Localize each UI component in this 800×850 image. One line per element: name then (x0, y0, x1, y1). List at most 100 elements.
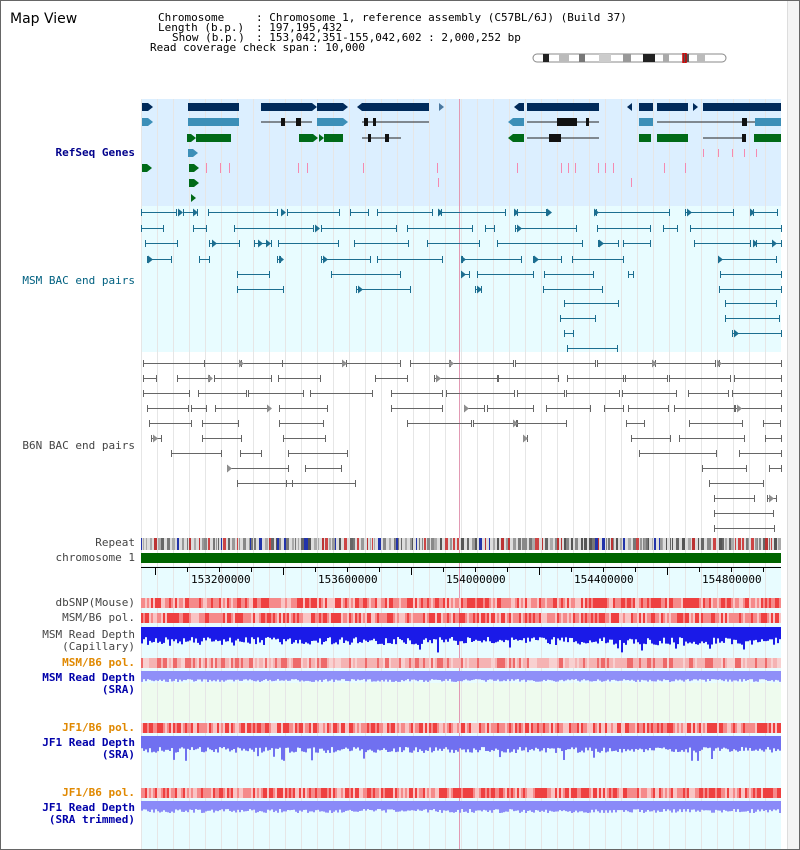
heat-cell (267, 658, 269, 668)
depth-bar (247, 736, 249, 752)
depth-bar (771, 736, 773, 753)
depth-bar (399, 627, 401, 640)
depth-bar (633, 671, 635, 681)
heat-cell (645, 658, 647, 668)
track-label-repeat[interactable]: Repeat (95, 536, 135, 549)
depth-bar (565, 671, 567, 681)
heat-cell (281, 723, 283, 733)
depth-bar (505, 671, 507, 682)
depth-bar (487, 801, 489, 813)
depth-bar (465, 671, 467, 680)
strand-arrow (717, 359, 722, 368)
depth-bar (245, 736, 247, 751)
depth-bar (735, 801, 737, 812)
depth-bar (507, 627, 509, 641)
track-label-jf1-b6-pol-1[interactable]: JF1/B6 pol. (62, 721, 135, 734)
heat-cell (309, 658, 311, 668)
heat-cell (565, 658, 567, 668)
depth-bar (583, 627, 585, 643)
heat-cell (399, 613, 401, 623)
track-label-jf1-depth-sra[interactable]: JF1 Read Depth (42, 736, 135, 749)
heat-cell (545, 598, 547, 608)
strand-arrow (227, 464, 232, 473)
depth-bar (603, 736, 605, 748)
track-label-msm-b6-pol-2[interactable]: MSM/B6 pol. (62, 656, 135, 669)
heat-cell (173, 598, 175, 608)
depth-bar (769, 671, 771, 681)
depth-bar (705, 736, 707, 748)
depth-bar (249, 627, 251, 644)
heat-cell (575, 658, 577, 668)
track-label-msm-bac[interactable]: MSM BAC end pairs (22, 274, 135, 287)
depth-bar (359, 671, 361, 681)
depth-bar (507, 736, 509, 749)
heat-cell (201, 598, 203, 608)
depth-bar (711, 736, 713, 760)
heat-cell (415, 658, 417, 668)
repeat-element (158, 538, 161, 550)
heat-cell (349, 598, 351, 608)
track-label-refseq[interactable]: RefSeq Genes (55, 146, 135, 159)
heat-cell (493, 723, 495, 733)
depth-bar (349, 736, 351, 752)
track-label-dbsnp[interactable]: dbSNP(Mouse) (55, 596, 135, 609)
heat-cell (331, 598, 333, 608)
heat-cell (433, 788, 435, 798)
heat-cell (297, 723, 299, 733)
heat-cell (495, 658, 497, 668)
heat-cell (285, 658, 287, 668)
heat-cell (583, 723, 585, 733)
repeat-element (698, 538, 699, 550)
heat-cell (683, 723, 685, 733)
heat-cell (361, 723, 363, 733)
heat-cell (531, 723, 533, 733)
depth-bar (197, 627, 199, 643)
track-label-msm-depth-capillary[interactable]: MSM Read Depth (42, 628, 135, 641)
heat-cell (633, 613, 635, 623)
depth-bar (145, 627, 147, 638)
depth-bar (227, 627, 229, 642)
chromosome-ideogram[interactable] (531, 53, 729, 63)
depth-bar (601, 801, 603, 811)
heat-cell (519, 598, 521, 608)
depth-bar (551, 627, 553, 640)
depth-bar (623, 801, 625, 812)
track-label-b6n-bac[interactable]: B6N BAC end pairs (22, 439, 135, 452)
track-label-jf1-depth-trimmed[interactable]: JF1 Read Depth (42, 801, 135, 814)
track-label-chromosome[interactable]: chromosome 1 (55, 551, 135, 564)
heat-cell (663, 658, 665, 668)
heat-cell (369, 598, 371, 608)
heat-cell (759, 658, 761, 668)
track-label-msm-depth-sra[interactable]: MSM Read Depth (42, 671, 135, 684)
heat-cell (451, 723, 453, 733)
heat-cell (743, 788, 745, 798)
heat-cell (379, 658, 381, 668)
repeat-element (584, 538, 587, 550)
track-label-jf1-b6-pol-2[interactable]: JF1/B6 pol. (62, 786, 135, 799)
heat-cell (551, 788, 553, 798)
depth-bar (587, 736, 589, 751)
heat-cell (657, 788, 659, 798)
heat-cell (425, 658, 427, 668)
heat-cell (155, 613, 157, 623)
depth-bar (167, 801, 169, 813)
depth-bar (715, 627, 717, 644)
heat-cell (325, 658, 327, 668)
gene-feature (557, 118, 577, 126)
heat-cell (475, 723, 477, 733)
heat-cell (613, 613, 615, 623)
depth-bar (405, 627, 407, 644)
depth-bar (589, 801, 591, 813)
depth-bar (295, 801, 297, 812)
heat-cell (391, 788, 393, 798)
track-label-msm-b6-pol-1[interactable]: MSM/B6 pol. (62, 611, 135, 624)
heat-cell (695, 658, 697, 668)
depth-bar (339, 736, 341, 751)
heat-cell (679, 658, 681, 668)
heat-cell (539, 723, 541, 733)
depth-bar (665, 736, 667, 750)
vertical-scrollbar[interactable] (787, 1, 799, 849)
depth-bar (385, 736, 387, 750)
depth-bar (441, 801, 443, 813)
